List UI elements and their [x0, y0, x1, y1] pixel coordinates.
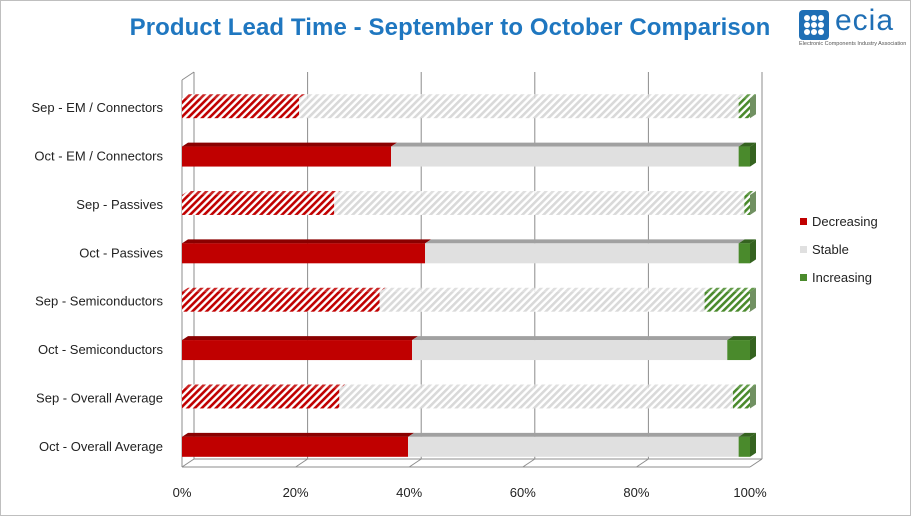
legend-label-increasing: Increasing	[812, 270, 872, 285]
floor-line	[181, 458, 195, 468]
bar-top-decreasing	[182, 336, 419, 341]
bar-top-stable	[425, 239, 745, 244]
bar-top-decreasing	[182, 190, 341, 195]
floor-line	[636, 458, 649, 468]
bar-decreasing	[182, 436, 409, 457]
floor-line	[522, 458, 536, 468]
bar-top-decreasing	[182, 432, 415, 437]
floor-line	[749, 458, 763, 468]
wall-top-line	[181, 71, 195, 81]
bar-side	[750, 190, 756, 215]
bar-side	[750, 336, 756, 361]
bar-increasing	[738, 243, 750, 264]
bar-decreasing	[182, 243, 426, 264]
bar-top-increasing	[738, 432, 756, 437]
ecia-logo: ecia Electronic Components Industry Asso…	[797, 4, 906, 52]
y-category-label: Oct - EM / Connectors	[34, 149, 163, 164]
bar-top-decreasing	[182, 287, 386, 292]
legend-label-decreasing: Decreasing	[812, 214, 878, 229]
bar-top-decreasing	[182, 239, 432, 244]
bar-top-increasing	[727, 336, 756, 341]
bar-side	[750, 142, 756, 167]
bar-top-increasing	[738, 239, 756, 244]
legend-swatch-stable	[800, 246, 807, 253]
y-category-label: Oct - Overall Average	[39, 439, 163, 454]
bar-increasing	[732, 388, 750, 409]
bar-increasing	[727, 340, 750, 361]
chart-title: Product Lead Time - September to October…	[129, 14, 771, 41]
bar-increasing	[744, 194, 750, 215]
bar-side	[750, 384, 756, 409]
bar-increasing	[738, 98, 750, 119]
bar-stable	[408, 436, 739, 457]
x-tick-label: 0%	[173, 485, 192, 500]
bar-stable	[339, 388, 733, 409]
bar-top-stable	[408, 432, 745, 437]
bar-top-stable	[379, 287, 711, 292]
bar-top-increasing	[738, 142, 756, 147]
bar-side	[750, 287, 756, 312]
bar-top-decreasing	[182, 94, 306, 99]
bar-top-stable	[334, 190, 751, 195]
bar-top-decreasing	[182, 142, 398, 147]
ecia-logo-text: ecia	[835, 4, 895, 37]
bar-top-increasing	[732, 384, 756, 389]
x-tick-label: 100%	[733, 485, 767, 500]
y-category-label: Sep - Overall Average	[36, 390, 163, 405]
bar-top-stable	[412, 336, 734, 341]
bar-side	[750, 239, 756, 264]
bar-top-stable	[391, 142, 745, 147]
bar-decreasing	[182, 388, 340, 409]
bar-increasing	[704, 291, 750, 312]
bar-top-decreasing	[182, 384, 346, 389]
y-category-label: Sep - Passives	[76, 197, 163, 212]
bar-decreasing	[182, 146, 392, 167]
y-category-label: Sep - Semiconductors	[35, 294, 163, 309]
y-category-label: Oct - Passives	[79, 245, 163, 260]
bar-decreasing	[182, 98, 300, 119]
bar-stable	[412, 340, 728, 361]
bar-increasing	[738, 146, 750, 167]
x-tick-label: 80%	[623, 485, 649, 500]
legend-label-stable: Stable	[812, 242, 849, 257]
bar-increasing	[738, 436, 750, 457]
y-category-label: Oct - Semiconductors	[38, 342, 163, 357]
floor-line	[295, 458, 308, 468]
bar-decreasing	[182, 194, 335, 215]
bar-stable	[425, 243, 739, 264]
bar-stable	[334, 194, 745, 215]
legend-swatch-increasing	[800, 274, 807, 281]
bar-stable	[379, 291, 705, 312]
bar-top-increasing	[704, 287, 756, 292]
y-category-label: Sep - EM / Connectors	[32, 100, 164, 115]
bar-top-stable	[339, 384, 739, 389]
bar-side	[750, 94, 756, 119]
bar-decreasing	[182, 340, 413, 361]
ecia-logo-icon	[799, 10, 829, 40]
bar-top-increasing	[744, 190, 756, 195]
bar-stable	[391, 146, 739, 167]
floor-line	[408, 458, 422, 468]
bar-stable	[299, 98, 739, 119]
bar-side	[750, 432, 756, 457]
x-tick-label: 60%	[510, 485, 536, 500]
ecia-logo-subtitle: Electronic Components Industry Associati…	[799, 41, 907, 47]
legend-swatch-decreasing	[800, 218, 807, 225]
x-tick-label: 40%	[396, 485, 422, 500]
bar-top-increasing	[738, 94, 756, 99]
bar-decreasing	[182, 291, 380, 312]
x-tick-label: 20%	[283, 485, 309, 500]
bar-top-stable	[299, 94, 745, 99]
